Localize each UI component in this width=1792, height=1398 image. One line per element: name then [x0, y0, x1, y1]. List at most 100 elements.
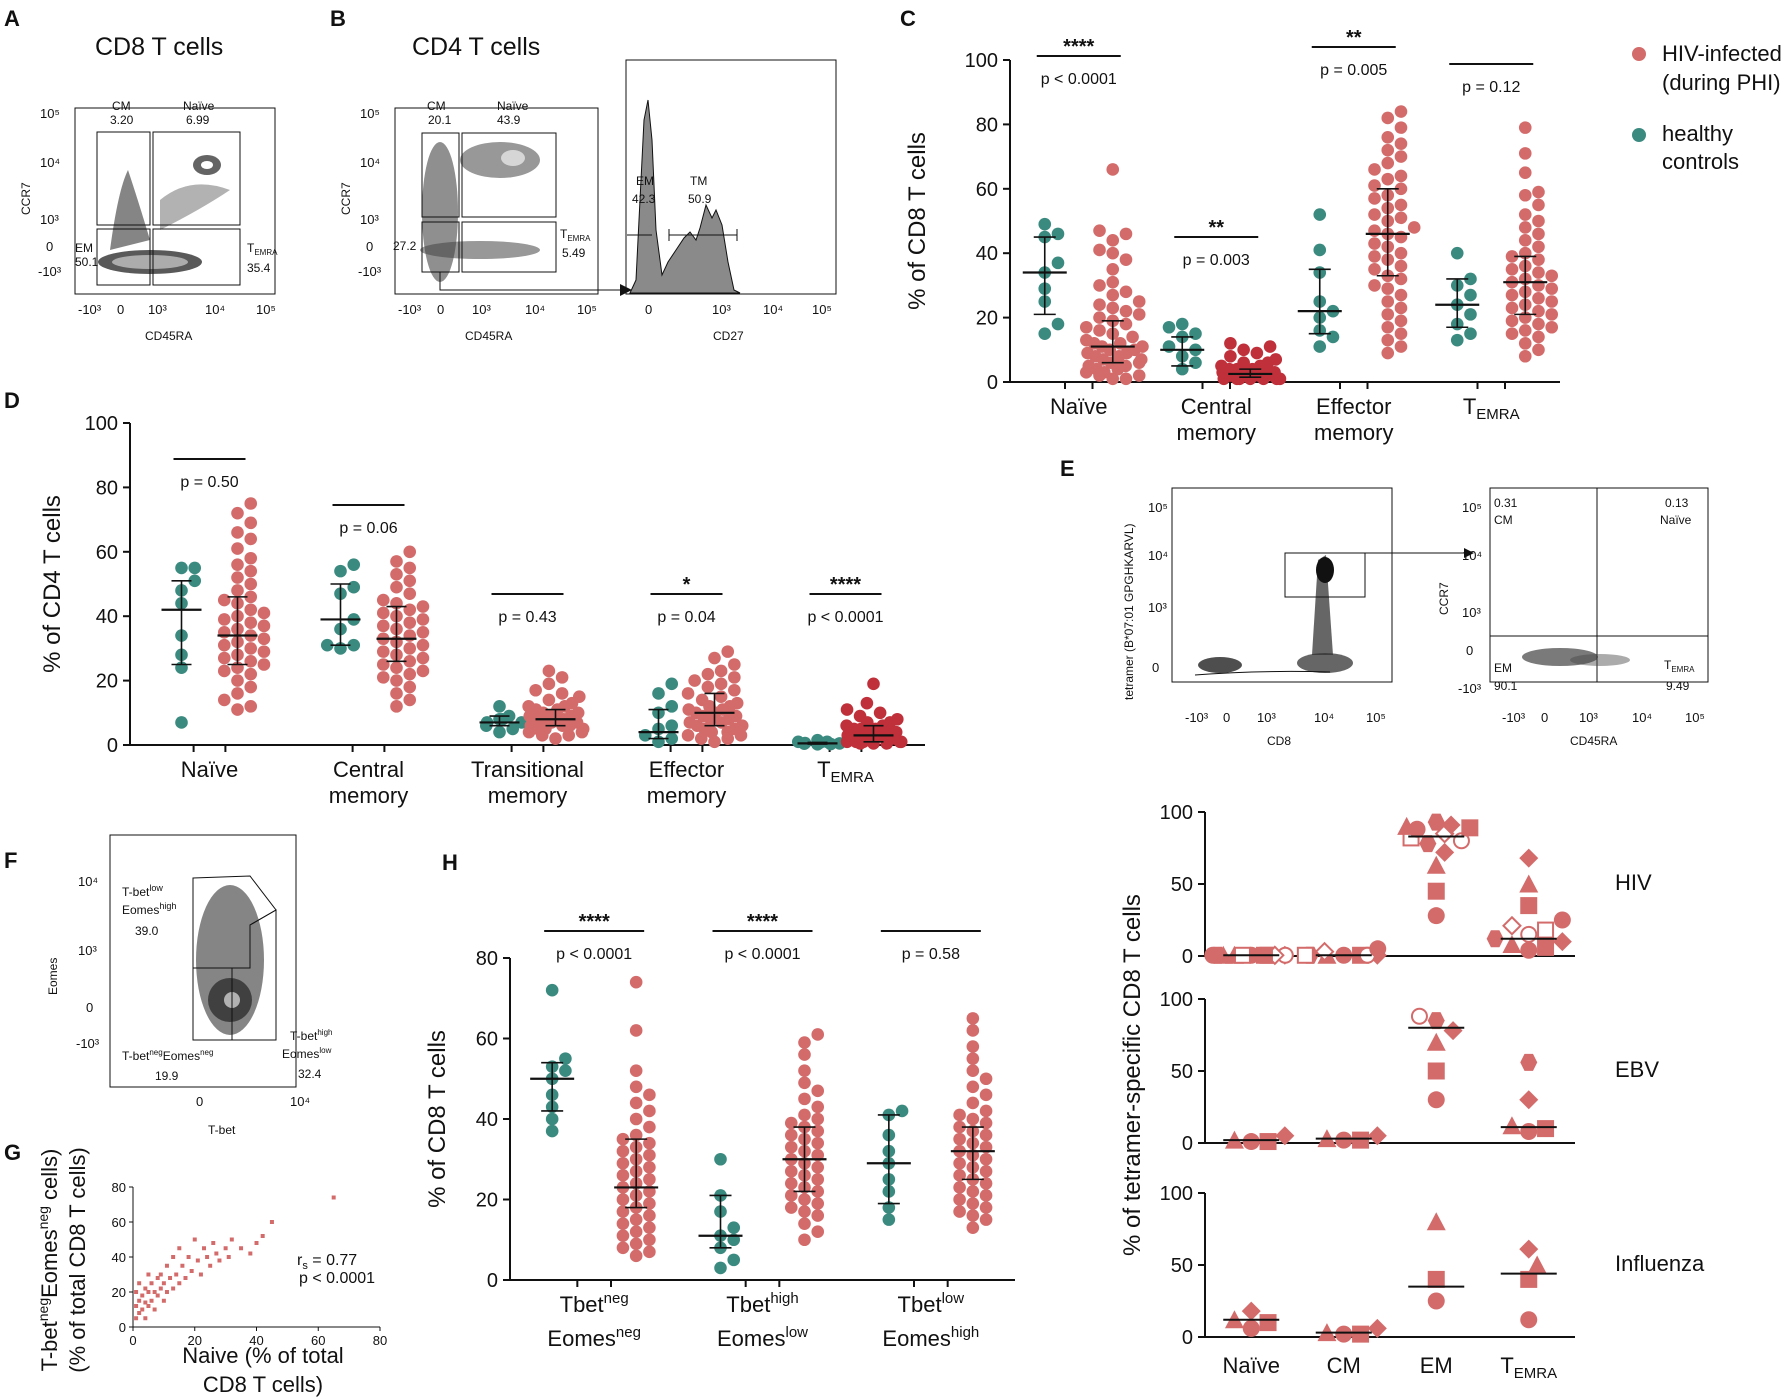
a-xtick: 0: [117, 302, 124, 317]
healthy-point: [320, 638, 334, 652]
hiv-point: [1518, 337, 1532, 350]
hiv-point: [966, 1096, 980, 1110]
scatter-point: [134, 1304, 139, 1308]
hiv-point: [798, 1064, 811, 1077]
legend-healthy-label2: controls: [1662, 149, 1739, 174]
hiv-point: [403, 693, 417, 707]
hiv-point: [1518, 166, 1532, 179]
e-left-yticks: 10⁵ 10⁴ 10³ 0: [1148, 500, 1168, 675]
hiv-point: [376, 658, 390, 671]
y-axis-title-2: (% of total CD8 T cells): [65, 1147, 90, 1372]
hiv-point: [1394, 182, 1408, 196]
hiv-point: [811, 1197, 825, 1210]
hiv-point: [798, 1076, 811, 1090]
scatter-point: [269, 1220, 274, 1224]
category-label: TEMRA: [1500, 1353, 1557, 1382]
hiv-point: [616, 1169, 630, 1182]
scatter-point: [186, 1255, 191, 1259]
hiv-point: [1368, 237, 1381, 250]
hiv-point: [798, 1233, 811, 1247]
category-label: Tbetneg: [560, 1290, 629, 1317]
hiv-point: [1532, 343, 1545, 357]
hiv-point: [811, 1136, 825, 1150]
category-label: memory: [488, 783, 567, 808]
hiv-point: [1545, 295, 1559, 308]
hiv-point: [244, 590, 258, 604]
hiv-point: [416, 613, 430, 626]
hiv-point: [376, 645, 390, 658]
hiv-point: [1368, 163, 1381, 176]
tetramer-point: [1352, 1325, 1370, 1343]
gate-b-cm-name: CM: [427, 99, 446, 113]
hiv-point: [1394, 314, 1408, 328]
hiv-point: [1545, 269, 1559, 283]
healthy-point: [791, 735, 805, 749]
hiv-point: [1368, 208, 1381, 221]
category-label: Naïve: [1223, 1353, 1280, 1378]
gate-a-cm-name: CM: [112, 99, 131, 113]
legend-healthy-marker: [1632, 128, 1646, 142]
hiv-point: [966, 1209, 980, 1222]
hiv-point: [1394, 121, 1408, 134]
hiv-point: [217, 593, 231, 607]
gate-b-em-name: EM: [636, 174, 654, 188]
f-g3-val: 32.4: [298, 1067, 322, 1081]
scatter-point: [164, 1263, 169, 1268]
hiv-point: [231, 687, 244, 700]
f-g1-line1: T-betlow: [122, 883, 163, 899]
healthy-point: [638, 729, 652, 742]
scatter-point: [134, 1290, 139, 1294]
scatter-point: [149, 1298, 154, 1303]
hiv-point: [1093, 298, 1106, 312]
f-yticks: 10⁴ 10³ 0 -10³: [76, 874, 100, 1051]
y-tick-label: 80: [112, 1180, 126, 1195]
healthy-point: [665, 719, 679, 732]
hiv-point: [616, 1217, 630, 1230]
e-q-cm-val: 0.31: [1494, 496, 1518, 510]
scatter-point: [177, 1246, 182, 1251]
gate-a-cm-val: 3.20: [110, 113, 134, 127]
category-label: Central: [333, 757, 404, 782]
hiv-point: [403, 587, 417, 600]
hiv-point: [403, 616, 417, 629]
hiv-point: [231, 526, 244, 539]
hiv-point: [1119, 317, 1133, 331]
gate-a-temra-name: TEMRA: [247, 241, 278, 257]
hiv-point: [979, 1152, 993, 1166]
hiv-point: [860, 696, 874, 710]
panel-e-flow: E 10⁵ 10⁴ 10³ 0 -10³ 0 10³ 10⁴ 10⁵ CD8 t…: [1060, 456, 1709, 748]
hiv-point: [1505, 250, 1519, 263]
f-g3-line1: T-bethigh: [290, 1028, 332, 1043]
hiv-point: [1394, 137, 1408, 151]
healthy-point: [1162, 340, 1176, 353]
healthy-point: [1051, 256, 1065, 270]
tetramer-point: [1520, 1053, 1538, 1071]
panel-e-lower: 0 50 100 HIV 0 50 100 EBV 0 50 100 Influenza Naïve CM…: [1119, 802, 1705, 1382]
panel-b-yticks: 10⁵ 10⁴ 10³ 0 -10³: [358, 106, 382, 279]
healthy-point: [175, 561, 188, 575]
tetramer-point: [1397, 816, 1417, 835]
hiv-point: [217, 638, 231, 652]
healthy-point: [727, 1253, 741, 1267]
hiv-point: [1505, 288, 1519, 302]
hiv-point: [616, 1156, 630, 1170]
healthy-point: [493, 700, 506, 713]
scatter-point: [229, 1237, 234, 1242]
hiv-point: [403, 561, 417, 575]
hiv-point: [953, 1205, 966, 1218]
hiv-point: [798, 1193, 811, 1206]
hiv-point: [1505, 263, 1519, 276]
hiv-point: [1381, 282, 1395, 295]
y-tick-label: 20: [976, 308, 998, 330]
hiv-point: [728, 658, 741, 671]
tetramer-point: [1502, 915, 1522, 936]
hiv-point: [1119, 227, 1133, 241]
e-r-xtick: 10⁵: [1685, 710, 1705, 725]
b-ytick: 10³: [360, 212, 379, 227]
hiv-point: [257, 645, 271, 658]
e-r-ytick: 0: [1466, 643, 1473, 658]
b-ytick: -10³: [358, 264, 382, 279]
scatter-point: [158, 1286, 163, 1291]
b-xtick: 10³: [472, 302, 491, 317]
y-tick-label: 40: [96, 606, 118, 628]
